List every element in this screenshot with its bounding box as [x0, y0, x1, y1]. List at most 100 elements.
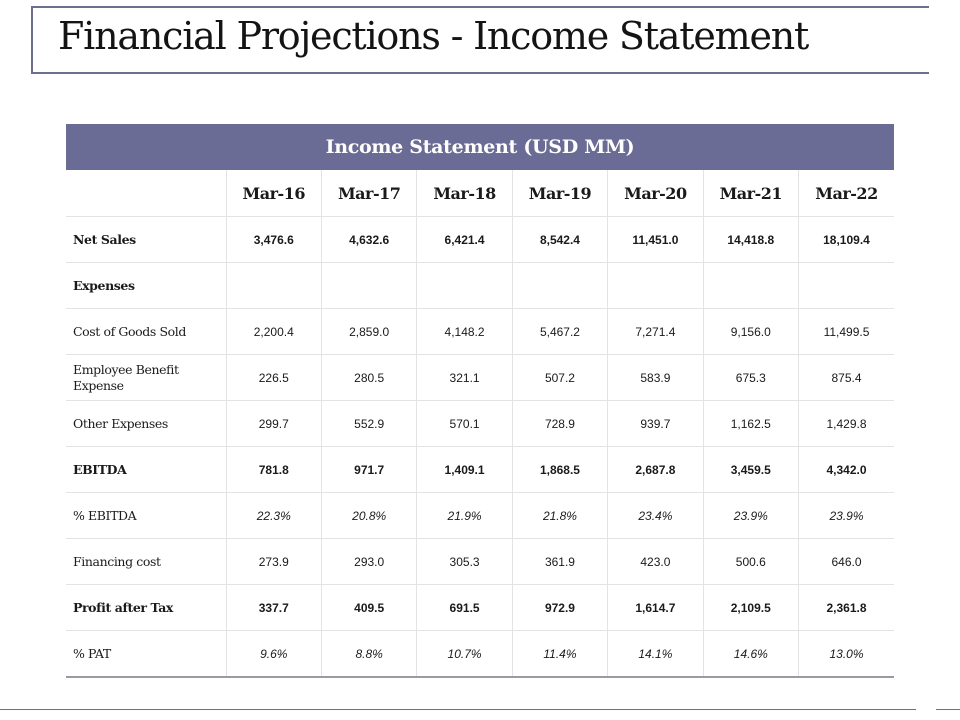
year-header: Mar-19 — [511, 170, 608, 217]
table-cell: 646.0 — [797, 538, 894, 585]
table-cell: 1,614.7 — [607, 584, 704, 631]
table-row: % EBITDA 22.3% 20.8% 21.9% 21.8% 23.4% 23.9% 23… — [66, 492, 894, 539]
table-cell: 226.5 — [225, 354, 322, 401]
page-title: Financial Projections - Income Statement — [58, 14, 809, 58]
table-cell: 9,156.0 — [702, 308, 799, 355]
table-row: % PAT 9.6% 8.8% 10.7% 11.4% 14.1% 14.6% 13.0% — [66, 630, 894, 678]
row-label: Expenses — [66, 262, 227, 309]
year-header: Mar-18 — [416, 170, 513, 217]
year-header-empty — [66, 170, 227, 217]
table-cell: 507.2 — [511, 354, 608, 401]
table-cell: 273.9 — [225, 538, 322, 585]
table-cell: 728.9 — [511, 400, 608, 447]
table-banner-row: Income Statement (USD MM) — [66, 124, 894, 170]
row-label: % PAT — [66, 630, 227, 678]
table-cell: 20.8% — [320, 492, 417, 539]
table-cell: 337.7 — [225, 584, 322, 631]
table-row: Employee Benefit Expense 226.5 280.5 321.1 5… — [66, 354, 894, 401]
table-banner: Income Statement (USD MM) — [66, 124, 894, 170]
table-cell: 23.9% — [702, 492, 799, 539]
table-cell: 14.1% — [607, 630, 704, 678]
table-cell: 423.0 — [607, 538, 704, 585]
table-cell: 5,467.2 — [511, 308, 608, 355]
row-label: % EBITDA — [66, 492, 227, 539]
table-cell: 21.9% — [416, 492, 513, 539]
footer-tick — [936, 709, 960, 710]
table-cell: 971.7 — [320, 446, 417, 493]
table-cell: 1,409.1 — [416, 446, 513, 493]
table-cell: 2,687.8 — [607, 446, 704, 493]
table-cell: 18,109.4 — [797, 216, 894, 263]
row-label: Cost of Goods Sold — [66, 308, 227, 355]
table-cell: 3,476.6 — [225, 216, 322, 263]
year-header: Mar-21 — [702, 170, 799, 217]
title-bracket — [31, 6, 929, 74]
table-cell: 14,418.8 — [702, 216, 799, 263]
table-cell: 409.5 — [320, 584, 417, 631]
table-cell: 22.3% — [225, 492, 322, 539]
table-cell: 321.1 — [416, 354, 513, 401]
table-cell: 2,109.5 — [702, 584, 799, 631]
table-cell — [416, 262, 513, 309]
table-body: Net Sales 3,476.6 4,632.6 6,421.4 8,542.4 11,… — [66, 216, 894, 678]
table-row: Other Expenses 299.7 552.9 570.1 728.9 939.7 1… — [66, 400, 894, 447]
table-cell: 11,499.5 — [797, 308, 894, 355]
table-cell: 14.6% — [702, 630, 799, 678]
row-label: Profit after Tax — [66, 584, 227, 631]
table-cell: 1,162.5 — [702, 400, 799, 447]
table-row: Cost of Goods Sold 2,200.4 2,859.0 4,148.2 5… — [66, 308, 894, 355]
table-cell: 6,421.4 — [416, 216, 513, 263]
year-header-row: Mar-16 Mar-17 Mar-18 Mar-19 Mar-20 Mar-21 Mar-… — [66, 170, 894, 217]
table-cell: 299.7 — [225, 400, 322, 447]
table-row: EBITDA 781.8 971.7 1,409.1 1,868.5 2,687.8 3,4… — [66, 446, 894, 493]
table-cell: 8.8% — [320, 630, 417, 678]
income-statement-table: Income Statement (USD MM) Mar-16 Mar-17 Ma… — [66, 124, 894, 678]
table-cell: 11.4% — [511, 630, 608, 678]
row-label: Net Sales — [66, 216, 227, 263]
year-header: Mar-17 — [320, 170, 417, 217]
table-row: Financing cost 273.9 293.0 305.3 361.9 423.0 5… — [66, 538, 894, 585]
table-cell: 13.0% — [797, 630, 894, 678]
table-cell — [702, 262, 799, 309]
table-cell: 361.9 — [511, 538, 608, 585]
table-cell: 691.5 — [416, 584, 513, 631]
table-cell: 1,429.8 — [797, 400, 894, 447]
table-cell: 10.7% — [416, 630, 513, 678]
table-cell: 583.9 — [607, 354, 704, 401]
year-header: Mar-20 — [607, 170, 704, 217]
table-cell: 781.8 — [225, 446, 322, 493]
row-label: Other Expenses — [66, 400, 227, 447]
table-cell: 305.3 — [416, 538, 513, 585]
table-cell: 939.7 — [607, 400, 704, 447]
table-cell — [607, 262, 704, 309]
table-cell: 552.9 — [320, 400, 417, 447]
row-label: Employee Benefit Expense — [66, 354, 227, 401]
footer-line — [0, 709, 916, 710]
table-row: Profit after Tax 337.7 409.5 691.5 972.9 1,61… — [66, 584, 894, 631]
table-cell: 2,859.0 — [320, 308, 417, 355]
table-cell: 4,148.2 — [416, 308, 513, 355]
table-cell: 875.4 — [797, 354, 894, 401]
table-cell: 280.5 — [320, 354, 417, 401]
table-cell: 675.3 — [702, 354, 799, 401]
table-cell: 570.1 — [416, 400, 513, 447]
table-cell: 11,451.0 — [607, 216, 704, 263]
table-cell: 4,632.6 — [320, 216, 417, 263]
table-cell: 500.6 — [702, 538, 799, 585]
table-cell: 3,459.5 — [702, 446, 799, 493]
table-cell: 7,271.4 — [607, 308, 704, 355]
row-label: Financing cost — [66, 538, 227, 585]
table-cell: 972.9 — [511, 584, 608, 631]
table-cell: 9.6% — [225, 630, 322, 678]
table-cell: 4,342.0 — [797, 446, 894, 493]
table-row: Expenses — [66, 262, 894, 309]
table-row: Net Sales 3,476.6 4,632.6 6,421.4 8,542.4 11,… — [66, 216, 894, 263]
row-label: EBITDA — [66, 446, 227, 493]
table-cell: 293.0 — [320, 538, 417, 585]
table-cell: 1,868.5 — [511, 446, 608, 493]
year-header: Mar-16 — [225, 170, 322, 217]
table-cell: 23.4% — [607, 492, 704, 539]
table-cell: 2,200.4 — [225, 308, 322, 355]
table-cell: 8,542.4 — [511, 216, 608, 263]
table-cell — [511, 262, 608, 309]
